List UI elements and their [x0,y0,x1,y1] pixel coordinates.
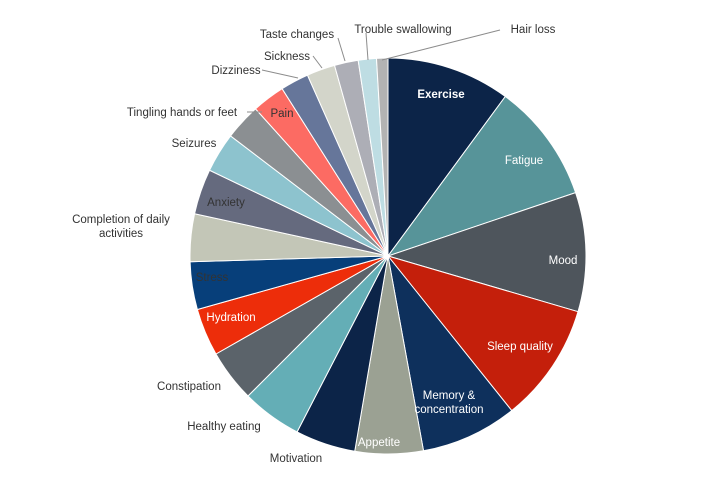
slice-label: Anxiety [207,197,245,209]
leader-lines [247,29,501,113]
pie-slices [189,57,587,455]
slice-label: Stress [196,272,229,284]
leader-line [312,55,323,69]
slice-label: Tingling hands or feet [127,107,238,119]
leader-line [261,69,299,79]
pie-slice [386,191,587,313]
slice-label: Motivation [270,453,322,465]
slice-label: Dizziness [211,65,260,77]
slice-label: Seizures [172,138,217,150]
slice-label: Sleep quality [487,341,553,353]
slice-label: Memory & concentration [414,390,483,416]
slice-label: Completion of daily activities [72,214,170,240]
leader-line [365,32,369,61]
pie-slice [386,95,577,257]
pie-slice [387,255,513,452]
pie-slice [387,57,507,258]
leader-line [337,37,346,62]
slice-label: Taste changes [260,29,334,41]
slice-label: Healthy eating [187,421,261,433]
slice-label: Appetite [358,437,400,449]
leader-line [381,29,501,61]
slice-label: Constipation [157,381,221,393]
slice-label: Trouble swallowing [354,24,451,36]
slice-label: Fatigue [505,155,543,167]
slice-label: Hair loss [511,24,556,36]
slice-label: Exercise [417,89,464,101]
slice-label: Hydration [206,312,255,324]
slice-label: Pain [270,108,293,120]
slice-labels: Exercise Fatigue Mood Sleep quality Memory &… [72,24,577,465]
pie-slice [386,255,579,412]
slice-label: Sickness [264,51,310,63]
slice-label: Mood [549,255,578,267]
